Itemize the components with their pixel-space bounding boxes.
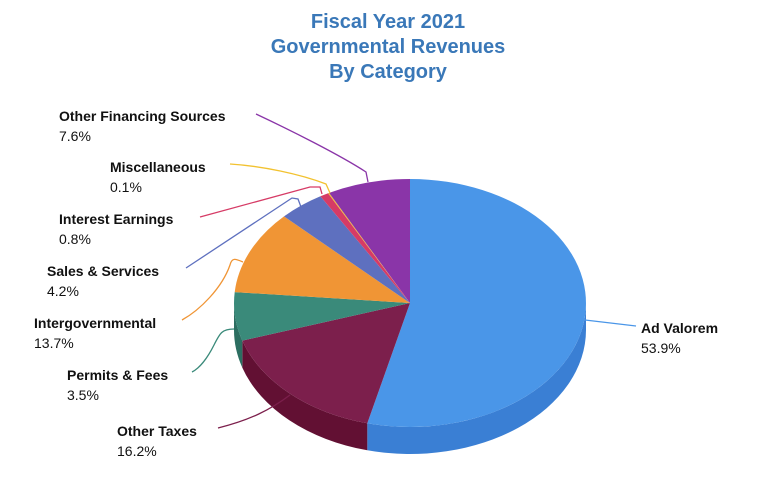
label-percent: 13.7%: [34, 335, 74, 351]
leader-sales-services: [185, 197, 302, 269]
chart-title-line-3: By Category: [329, 61, 447, 83]
label-percent: 3.5%: [67, 387, 99, 403]
pie-side-walls: [234, 303, 586, 455]
label-ad-valorem: Ad Valorem 53.9%: [641, 318, 718, 358]
label-other-financing-sources: Other Financing Sources 7.6%: [59, 106, 225, 146]
label-percent: 7.6%: [59, 128, 91, 144]
leader-lines: [181, 113, 637, 429]
slice-side-other-taxes: [242, 340, 368, 451]
slice-side-ad-valorem: [367, 303, 586, 455]
slice-ad-valorem[interactable]: [367, 179, 586, 428]
slice-other-financing-sources[interactable]: [329, 179, 410, 303]
label-percent: 0.8%: [59, 231, 91, 247]
label-name: Permits & Fees: [67, 367, 169, 383]
label-miscellaneous: Miscellaneous 0.1%: [110, 157, 206, 197]
label-percent: 0.1%: [110, 179, 142, 195]
slice-intergovernmental[interactable]: [234, 216, 410, 303]
leader-other-taxes: [217, 394, 291, 429]
chart-title: Fiscal Year 2021 Governmental Revenues B…: [0, 10, 776, 85]
label-name: Miscellaneous: [110, 159, 206, 175]
slice-other-taxes[interactable]: [242, 303, 410, 424]
label-name: Other Taxes: [117, 423, 197, 439]
slice-miscellaneous[interactable]: [328, 192, 410, 303]
label-name: Ad Valorem: [641, 320, 719, 336]
label-percent: 16.2%: [117, 443, 157, 459]
label-other-taxes: Other Taxes 16.2%: [117, 421, 197, 461]
slice-interest-earnings[interactable]: [320, 193, 410, 303]
label-percent: 53.9%: [641, 340, 681, 356]
slice-sales-services[interactable]: [284, 196, 410, 303]
pie-top: [234, 179, 586, 428]
label-intergovernmental: Intergovernmental 13.7%: [34, 313, 156, 353]
leader-intergovernmental: [181, 258, 244, 321]
leader-ad-valorem: [584, 319, 637, 327]
leader-other-financing-sources: [255, 113, 369, 183]
leader-interest-earnings: [199, 186, 323, 218]
label-permits-fees: Permits & Fees 3.5%: [67, 365, 168, 405]
label-name: Other Financing Sources: [59, 108, 226, 124]
label-name: Intergovernmental: [34, 315, 157, 331]
chart-title-line-1: Fiscal Year 2021: [310, 11, 466, 33]
label-sales-services: Sales & Services 4.2%: [47, 261, 159, 301]
slice-side-permits-fees: [234, 303, 243, 368]
label-name: Sales & Services: [47, 263, 160, 279]
chart-title-line-2: Governmental Revenues: [270, 36, 506, 58]
leader-miscellaneous: [229, 163, 331, 194]
label-percent: 4.2%: [47, 283, 79, 299]
label-interest-earnings: Interest Earnings 0.8%: [59, 209, 173, 249]
label-name: Interest Earnings: [59, 211, 174, 227]
slice-permits-fees[interactable]: [234, 292, 410, 341]
leader-permits-fees: [191, 328, 235, 373]
